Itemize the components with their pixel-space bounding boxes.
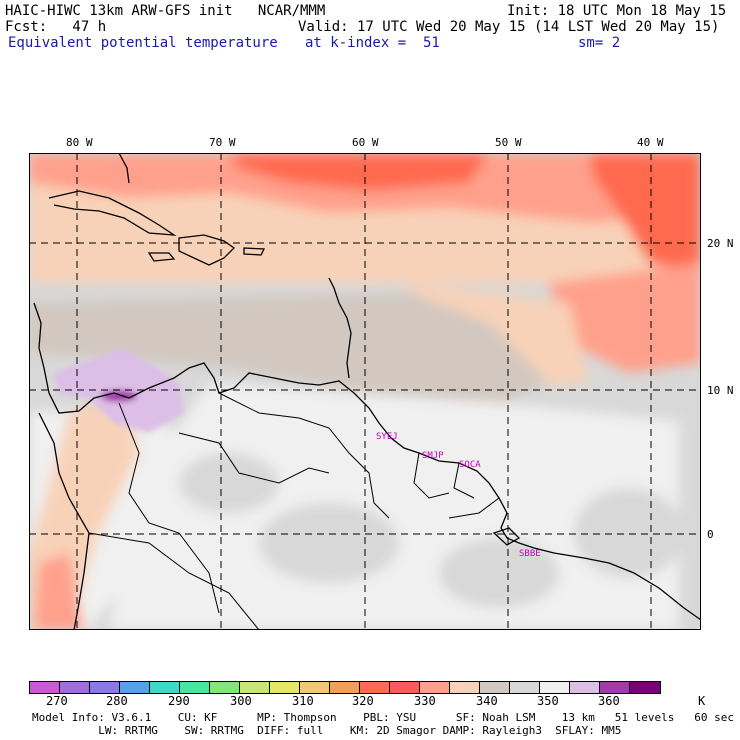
lon-label-50w: 50 W [495, 136, 522, 149]
header-title: HAIC-HIWC 13km ARW-GFS init NCAR/MMM [5, 3, 326, 19]
colorbar-swatch [210, 682, 240, 693]
colorbar-swatch [600, 682, 630, 693]
map-border [29, 153, 701, 630]
colorbar-tick-320: 320 [352, 694, 374, 708]
colorbar-swatch [630, 682, 660, 693]
map-canvas [29, 152, 702, 631]
header-field-name: Equivalent potential temperature [8, 35, 278, 51]
colorbar-swatch [240, 682, 270, 693]
field-shading [29, 153, 701, 630]
colorbar-tick-310: 310 [292, 694, 314, 708]
colorbar-tick-270: 270 [46, 694, 68, 708]
colorbar-swatch [90, 682, 120, 693]
lat-label-20n: 20 N [707, 237, 734, 250]
colorbar-tick-330: 330 [414, 694, 436, 708]
colorbar-swatch [300, 682, 330, 693]
colorbar-swatch [30, 682, 60, 693]
lon-label-60w: 60 W [352, 136, 379, 149]
colorbar-tick-300: 300 [230, 694, 252, 708]
footer-model-info: Model Info: V3.6.1 CU: KF MP: Thompson P… [32, 711, 734, 724]
colorbar-tick-290: 290 [168, 694, 190, 708]
header-init-time: Init: 18 UTC Mon 18 May 15 [507, 3, 727, 19]
colorbar-swatch [360, 682, 390, 693]
colorbar-swatch [420, 682, 450, 693]
colorbar-swatch [570, 682, 600, 693]
footer-physics-info: LW: RRTMG SW: RRTMG DIFF: full KM: 2D Sm… [32, 724, 622, 737]
header-valid-time: Valid: 17 UTC Wed 20 May 15 (14 LST Wed … [298, 19, 720, 35]
lat-label-10n: 10 N [707, 384, 734, 397]
colorbar-swatch [510, 682, 540, 693]
header-forecast-hour: Fcst: 47 h [5, 19, 107, 35]
colorbar-swatch [60, 682, 90, 693]
site-label-syej: SYEJ [376, 432, 398, 442]
colorbar-swatch [270, 682, 300, 693]
colorbar-swatch [120, 682, 150, 693]
colorbar-tick-280: 280 [106, 694, 128, 708]
colorbar-tick-340: 340 [476, 694, 498, 708]
header-level: at k-index = 51 [305, 35, 440, 51]
colorbar-swatch [390, 682, 420, 693]
colorbar-swatch [450, 682, 480, 693]
lat-label-0: 0 [707, 528, 714, 541]
lon-label-70w: 70 W [209, 136, 236, 149]
theta-e-map: SYEJ SMJP SOCA SBBE [29, 152, 702, 631]
colorbar-swatch [540, 682, 570, 693]
colorbar-tick-360: 360 [598, 694, 620, 708]
site-label-smjp: SMJP [422, 451, 444, 461]
colorbar-swatch [480, 682, 510, 693]
colorbar-swatch [150, 682, 180, 693]
coastlines [33, 152, 702, 631]
colorbar-swatch [180, 682, 210, 693]
lon-label-80w: 80 W [66, 136, 93, 149]
lon-label-40w: 40 W [637, 136, 664, 149]
colorbar-unit: K [698, 694, 706, 708]
lat-lon-grid [29, 153, 701, 630]
site-label-sbbe: SBBE [519, 549, 541, 559]
colorbar [29, 681, 661, 694]
colorbar-tick-350: 350 [537, 694, 559, 708]
site-label-soca: SOCA [459, 460, 481, 470]
header-smoothing: sm= 2 [578, 35, 621, 51]
colorbar-swatch [330, 682, 360, 693]
